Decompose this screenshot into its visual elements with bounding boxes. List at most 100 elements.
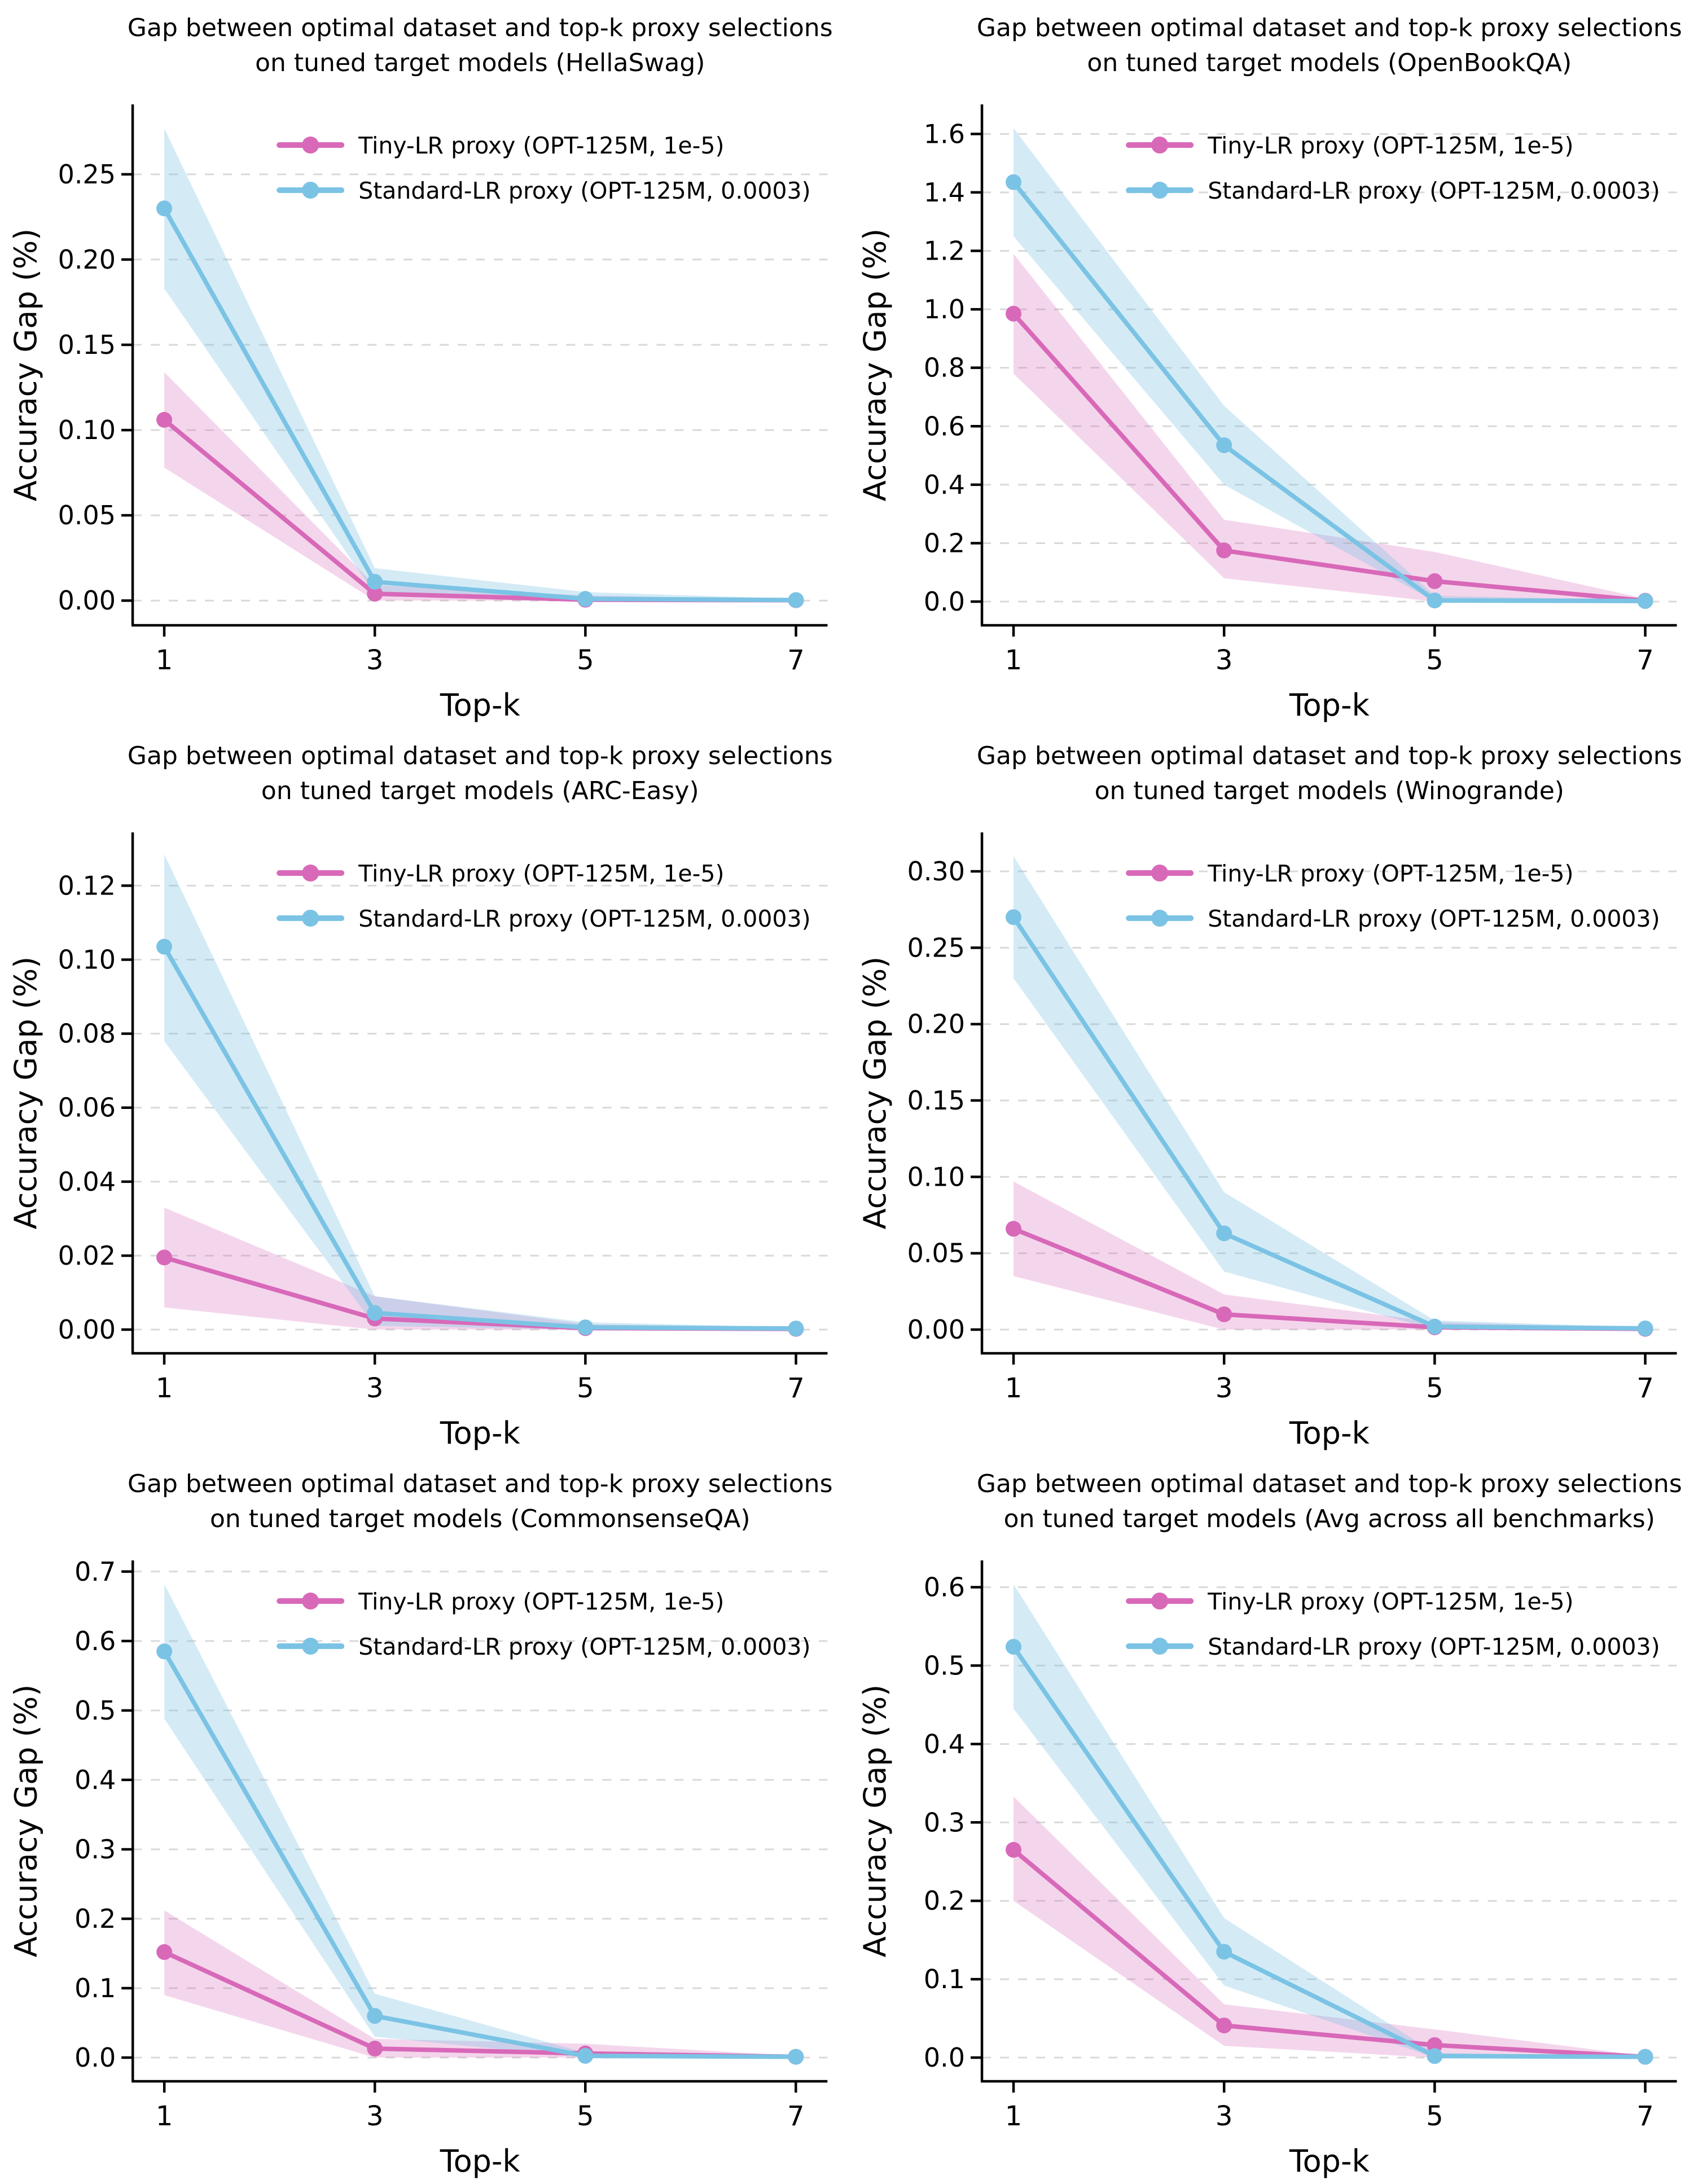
point-standard-k3	[1216, 437, 1232, 453]
y-tick-label: 0.0	[923, 586, 964, 617]
point-standard-k5	[577, 1319, 594, 1336]
x-tick-label: 5	[1426, 2100, 1443, 2132]
y-tick-label: 0.00	[907, 1314, 964, 1345]
line-tiny	[1011, 1847, 1648, 2059]
band-standard	[1013, 1584, 1646, 2058]
band-tiny	[164, 1207, 796, 1330]
point-standard-k7	[788, 2049, 804, 2065]
chart-svg-avg-benchmarks: 0.0 0.1 0.2 0.3 0.4 0.5 0.6 1 3 5 7 Gap between opt…	[857, 1470, 1682, 2179]
line-tiny	[1011, 311, 1648, 603]
y-tick-label: 0.15	[907, 1085, 964, 1116]
y-tick-label: 0.05	[58, 500, 116, 530]
line-standard	[1011, 1644, 1648, 2059]
x-tick-label: 1	[156, 644, 173, 676]
y-tick-label: 0.04	[58, 1166, 116, 1197]
x-tick-label: 7	[1636, 644, 1654, 676]
x-tick-label: 1	[156, 2100, 173, 2132]
point-tiny-k3	[367, 586, 383, 602]
y-tick-label: 0.1	[74, 1973, 116, 2003]
chart-title-line2: on tuned target models (HellaSwag)	[255, 49, 705, 77]
chart-title-line2: on tuned target models (Avg across all b…	[1003, 1505, 1655, 1533]
y-tick-label: 0.05	[907, 1238, 964, 1269]
legend-marker-tiny	[302, 865, 319, 882]
point-standard-k5	[1426, 2048, 1442, 2064]
point-standard-k7	[788, 1321, 804, 1337]
point-tiny-k3	[1216, 2018, 1232, 2034]
x-tick-label: 7	[787, 2100, 805, 2132]
x-tick-label: 7	[787, 644, 805, 676]
band-standard	[1013, 128, 1646, 602]
point-standard-k1	[1005, 1639, 1021, 1655]
y-tick-label: 0.02	[58, 1240, 116, 1271]
band-standard	[164, 1584, 796, 2058]
chart-title-line1: Gap between optimal dataset and top-k pr…	[976, 14, 1682, 42]
chart-title-line1: Gap between optimal dataset and top-k pr…	[976, 742, 1682, 770]
line-standard	[162, 1649, 798, 2059]
y-tick-label: 0.08	[58, 1019, 116, 1049]
gridlines	[981, 1586, 1677, 2059]
gridlines	[133, 884, 828, 1331]
x-axis-label: Top-k	[1288, 1415, 1370, 1451]
y-tick-label: 1.4	[923, 177, 964, 208]
y-tick-label: 1.0	[923, 294, 964, 324]
y-tick-label: 1.2	[923, 236, 964, 266]
chart-title-line1: Gap between optimal dataset and top-k pr…	[128, 14, 833, 42]
legend-label-standard: Standard-LR proxy (OPT-125M, 0.0003)	[358, 905, 810, 932]
chart-openbookqa: 0.0 0.2 0.4 0.6 0.8 1.0 1.2 1.4 1.6 1 3 5 7 Gap betwe…	[849, 0, 1698, 728]
legend-label-standard: Standard-LR proxy (OPT-125M, 0.0003)	[358, 177, 810, 204]
legend: Tiny-LR proxy (OPT-125M, 1e-5) Standard-L…	[277, 1588, 811, 1660]
legend-marker-standard	[302, 910, 319, 927]
x-tick-label: 5	[1426, 644, 1443, 676]
y-tick-label: 0.2	[923, 1885, 964, 1916]
legend-label-standard: Standard-LR proxy (OPT-125M, 0.0003)	[1208, 905, 1660, 932]
y-tick-label: 0.0	[923, 2042, 964, 2073]
y-tick-label: 0.12	[58, 870, 116, 901]
x-axis-label: Top-k	[1288, 2143, 1370, 2179]
band-tiny	[164, 372, 796, 601]
point-tiny-k5	[1426, 573, 1442, 589]
y-tick-label: 0.10	[58, 945, 116, 975]
x-tick-label: 3	[366, 644, 384, 676]
x-tick-label: 1	[1004, 2100, 1022, 2132]
point-standard-k3	[367, 1305, 383, 1321]
x-tick-label: 3	[1215, 644, 1232, 676]
y-tick-label: 0.2	[74, 1904, 116, 1934]
line-standard	[1011, 915, 1648, 1331]
point-standard-k5	[577, 2047, 594, 2064]
point-standard-k1	[156, 938, 173, 955]
chart-svg-arc-easy: 0.00 0.02 0.04 0.06 0.08 0.10 0.12 1 3 5 7 Gap betw…	[8, 742, 833, 1451]
legend-label-tiny: Tiny-LR proxy (OPT-125M, 1e-5)	[358, 860, 724, 887]
point-tiny-k3	[1216, 1306, 1232, 1322]
chart-svg-hellaswag: 0.00 0.05 0.10 0.15 0.20 0.25 1 3 5 7 Gap between …	[8, 14, 833, 723]
x-tick-label: 5	[577, 1372, 594, 1404]
legend-label-standard: Standard-LR proxy (OPT-125M, 0.0003)	[1208, 177, 1660, 204]
legend-label-tiny: Tiny-LR proxy (OPT-125M, 1e-5)	[1207, 1588, 1573, 1615]
x-axis-label: Top-k	[440, 687, 521, 723]
y-tick-label: 0.6	[923, 411, 964, 441]
point-standard-k5	[1426, 592, 1442, 608]
point-standard-k1	[156, 200, 173, 217]
y-tick-label: 0.25	[58, 159, 116, 190]
y-tick-label: 0.06	[58, 1093, 116, 1123]
chart-winogrande: 0.00 0.05 0.10 0.15 0.20 0.25 0.30 1 3 5 7 Gap betw…	[849, 728, 1698, 1456]
legend-marker-standard	[302, 182, 319, 199]
y-axis-label: Accuracy Gap (%)	[857, 957, 893, 1229]
legend-label-tiny: Tiny-LR proxy (OPT-125M, 1e-5)	[1207, 132, 1573, 159]
x-tick-label: 7	[1636, 1372, 1654, 1404]
y-tick-label: 0.1	[923, 1964, 964, 1994]
y-tick-label: 0.3	[923, 1807, 964, 1837]
chart-svg-openbookqa: 0.0 0.2 0.4 0.6 0.8 1.0 1.2 1.4 1.6 1 3 5 7 Gap betwe…	[857, 14, 1682, 723]
point-standard-k3	[367, 573, 383, 590]
x-tick-label: 7	[787, 1372, 805, 1404]
x-axis-label: Top-k	[1288, 687, 1370, 723]
chart-arc-easy: 0.00 0.02 0.04 0.06 0.08 0.10 0.12 1 3 5 7 Gap betw…	[0, 728, 849, 1456]
point-standard-k7	[1637, 2049, 1653, 2065]
y-tick-label: 0.2	[923, 528, 964, 558]
legend: Tiny-LR proxy (OPT-125M, 1e-5) Standard-L…	[1125, 132, 1660, 204]
y-tick-label: 0.5	[923, 1650, 964, 1681]
band-tiny	[1013, 253, 1646, 602]
band-tiny	[164, 1910, 796, 2058]
point-tiny-k1	[156, 1249, 173, 1266]
legend: Tiny-LR proxy (OPT-125M, 1e-5) Standard-L…	[277, 860, 811, 932]
